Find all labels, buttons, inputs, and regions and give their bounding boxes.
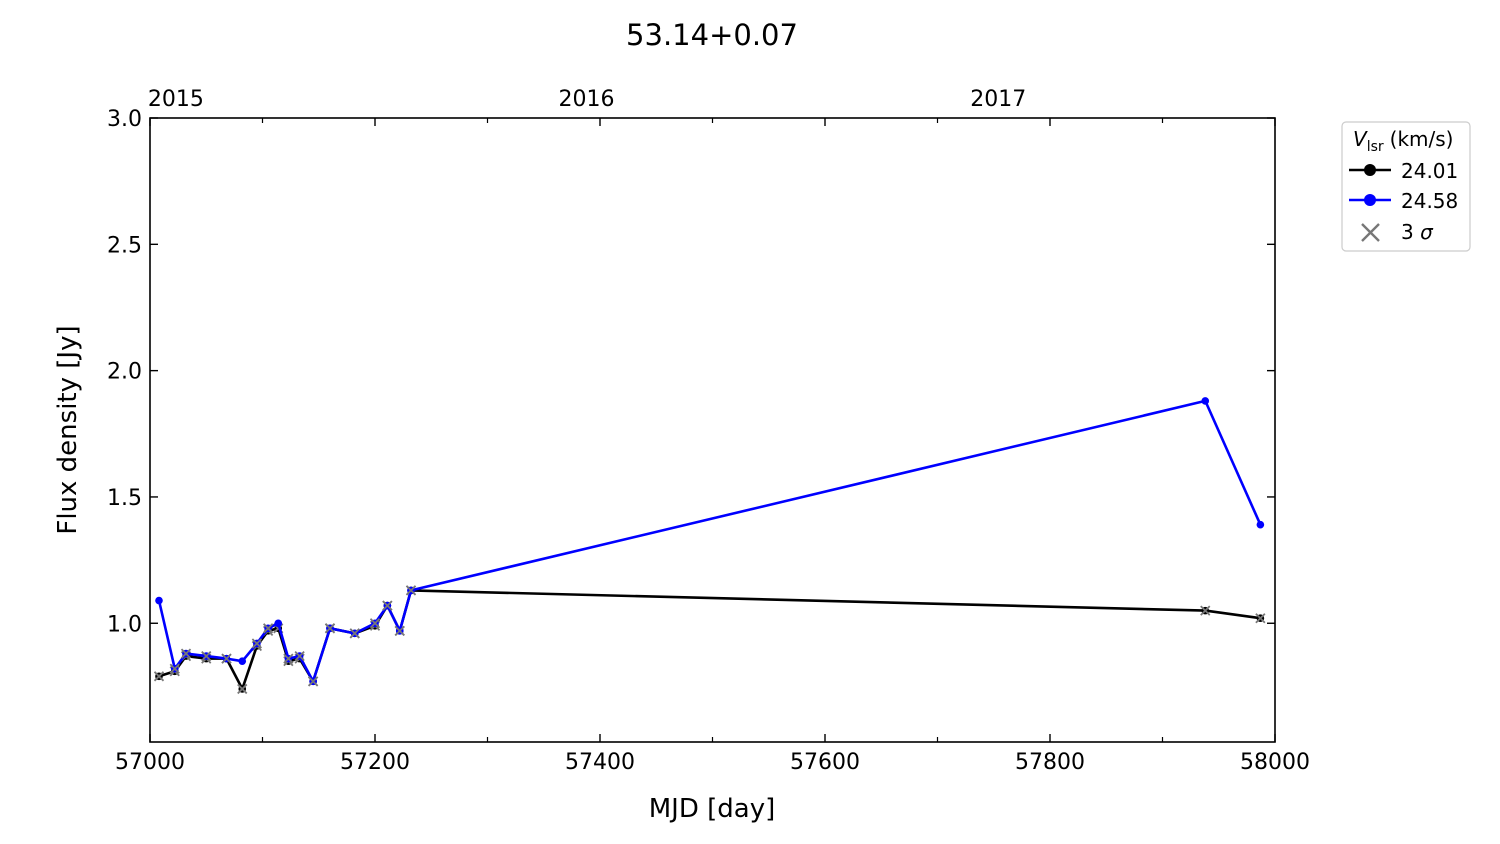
axis-ticks: 57000 57200 57400 57600 57800 58000 2015 2016 20… bbox=[107, 87, 1310, 775]
legend-label-24-01: 24.01 bbox=[1401, 159, 1458, 183]
x-tick-label: 57200 bbox=[340, 750, 410, 775]
three-sigma-stroke bbox=[169, 663, 180, 674]
chart-title: 53.14+0.07 bbox=[626, 18, 798, 52]
series-24-58 bbox=[155, 397, 1265, 687]
three-sigma-stroke bbox=[324, 623, 336, 634]
three-sigma-marker bbox=[349, 628, 360, 639]
series-line-24-01 bbox=[158, 589, 1261, 691]
data-point-24-58 bbox=[274, 619, 283, 628]
legend-title-sub: lsr bbox=[1367, 139, 1384, 155]
three-sigma-marker bbox=[201, 650, 212, 662]
three-sigma-marker bbox=[1200, 605, 1211, 616]
data-point-24-58 bbox=[1256, 520, 1265, 529]
three-sigma-stroke bbox=[394, 625, 405, 636]
legend-title-main: V bbox=[1353, 127, 1368, 151]
three-sigma-stroke bbox=[382, 600, 393, 611]
three-sigma-marker bbox=[394, 625, 405, 636]
three-sigma-marker bbox=[251, 638, 263, 649]
three-sigma-stroke bbox=[180, 648, 192, 659]
y-tick-label: 1.5 bbox=[107, 486, 142, 511]
y-tick-label: 1.0 bbox=[107, 612, 142, 637]
three-sigma-marker bbox=[237, 683, 248, 695]
legend: Vlsr (km/s) 24.01 24.58 3 σ bbox=[1341, 121, 1471, 252]
three-sigma-stroke bbox=[262, 623, 274, 634]
legend-label-3-sigma: 3 σ bbox=[1401, 220, 1434, 244]
y-tick-label: 2.0 bbox=[107, 360, 142, 385]
legend-marker-3-sigma bbox=[1361, 223, 1380, 242]
three-sigma-stroke bbox=[294, 650, 305, 662]
three-sigma-stroke bbox=[369, 618, 381, 629]
three-sigma-marker bbox=[153, 671, 165, 682]
three-sigma-stroke bbox=[307, 676, 319, 687]
top-year-label: 2015 bbox=[148, 87, 204, 112]
three-sigma-marker bbox=[382, 600, 393, 611]
data-point-24-58 bbox=[238, 657, 247, 665]
legend-marker-24-01 bbox=[1364, 164, 1376, 176]
plot-frame bbox=[149, 117, 1276, 743]
three-sigma-marker bbox=[405, 585, 417, 596]
three-sigma-stroke bbox=[349, 628, 360, 639]
top-year-label: 2016 bbox=[559, 87, 615, 112]
legend-box bbox=[1341, 121, 1471, 252]
three-sigma-stroke bbox=[1200, 605, 1211, 616]
x-tick-label: 57800 bbox=[1015, 750, 1085, 775]
three-sigma-stroke bbox=[251, 638, 263, 649]
three-sigma-stroke bbox=[221, 653, 232, 664]
three-sigma-marker bbox=[1255, 613, 1266, 624]
three-sigma-marker bbox=[283, 653, 294, 664]
three-sigma-marker bbox=[169, 663, 180, 674]
legend-title-unit: (km/s) bbox=[1390, 127, 1454, 151]
data-point-24-58 bbox=[155, 596, 163, 605]
y-tick-label: 3.0 bbox=[107, 107, 142, 132]
legend-title: Vlsr (km/s) bbox=[1353, 127, 1453, 155]
three-sigma-stroke bbox=[237, 683, 248, 695]
three-sigma-marker bbox=[369, 618, 381, 629]
data-series bbox=[153, 397, 1266, 695]
x-axis-label: MJD [day] bbox=[649, 794, 776, 824]
legend-marker-24-58 bbox=[1364, 194, 1376, 206]
data-point-24-58 bbox=[1201, 397, 1210, 405]
three-sigma-marker bbox=[262, 623, 274, 634]
three-sigma-marker bbox=[307, 676, 319, 687]
y-tick-label: 2.5 bbox=[107, 233, 142, 258]
three-sigma-stroke bbox=[1255, 613, 1266, 624]
top-year-label: 2017 bbox=[970, 87, 1026, 112]
three-sigma-stroke bbox=[283, 653, 294, 664]
three-sigma-stroke bbox=[201, 650, 212, 662]
three-sigma-stroke bbox=[405, 585, 417, 596]
x-tick-label: 57600 bbox=[790, 750, 860, 775]
x-tick-label: 58000 bbox=[1240, 750, 1310, 775]
y-axis-label: Flux density [Jy] bbox=[53, 325, 83, 534]
three-sigma-marker bbox=[294, 650, 305, 662]
legend-label-24-58: 24.58 bbox=[1401, 189, 1458, 213]
three-sigma-stroke bbox=[153, 671, 165, 682]
three-sigma-marker bbox=[221, 653, 232, 664]
x-tick-label: 57400 bbox=[565, 750, 635, 775]
legend-sigma-symbol: σ bbox=[1420, 220, 1434, 244]
series-line-24-58 bbox=[157, 399, 1262, 683]
x-tick-label: 57000 bbox=[115, 750, 185, 775]
series-24-01 bbox=[153, 585, 1266, 695]
three-sigma-marker bbox=[324, 623, 336, 634]
legend-sigma-prefix: 3 bbox=[1401, 220, 1420, 244]
three-sigma-marker bbox=[180, 648, 192, 659]
